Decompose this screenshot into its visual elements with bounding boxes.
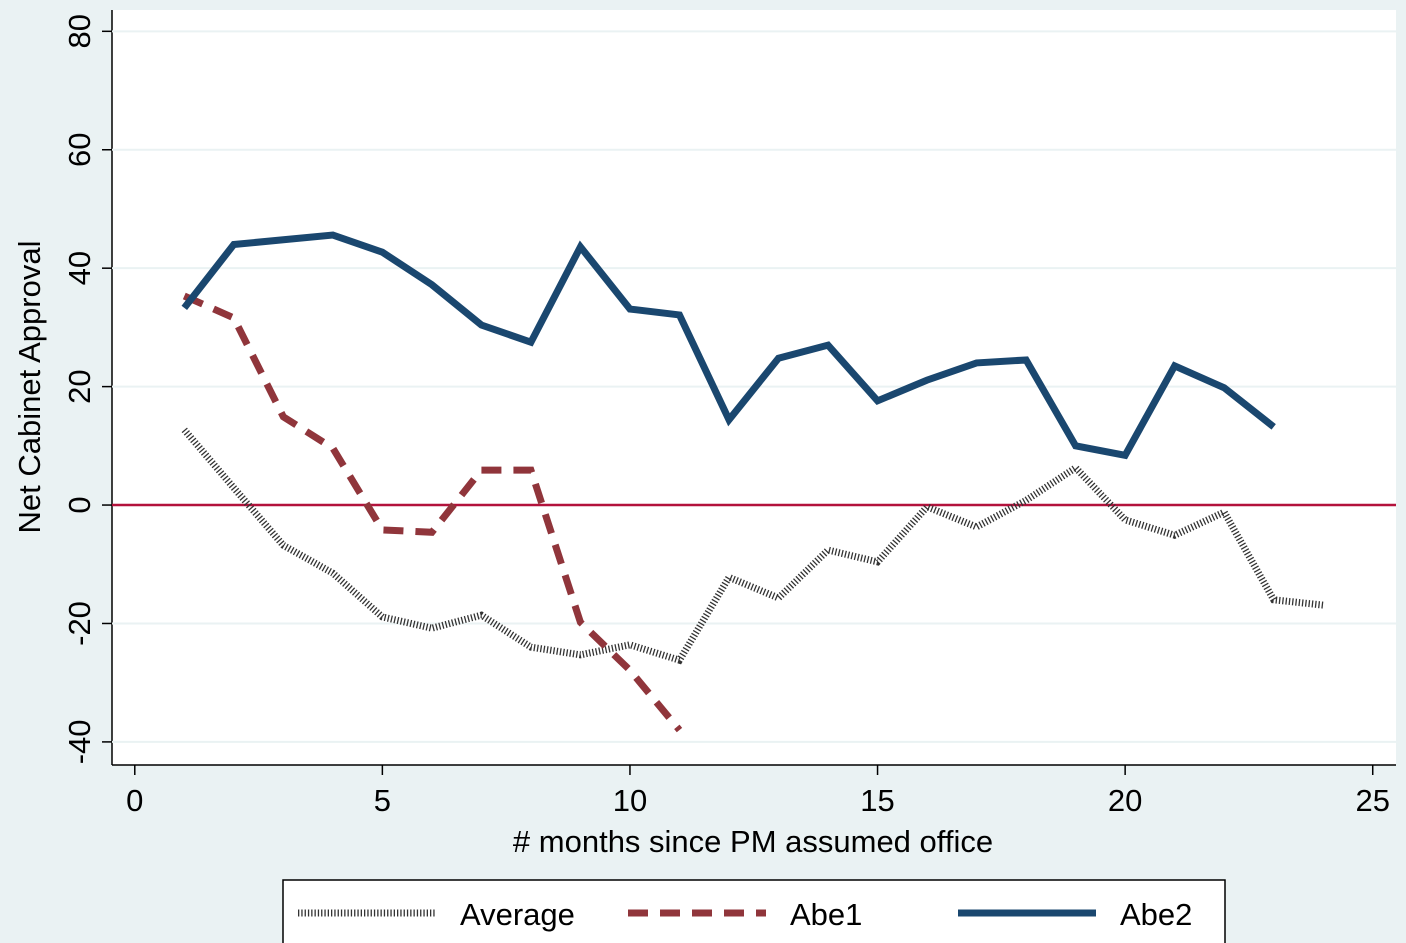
line-series xyxy=(181,427,1324,665)
x-tick-label: 5 xyxy=(374,783,391,818)
legend-label: Abe1 xyxy=(790,897,862,932)
legend-label: Average xyxy=(460,897,575,932)
legend-label: Abe2 xyxy=(1120,897,1192,932)
y-tick-label: 20 xyxy=(62,369,97,403)
y-axis-title: Net Cabinet Approval xyxy=(12,241,47,534)
y-tick-label: -40 xyxy=(62,719,97,764)
x-tick-label: 25 xyxy=(1355,783,1389,818)
y-tick-label: -20 xyxy=(62,601,97,646)
y-tick-label: 80 xyxy=(62,14,97,48)
y-tick-label: 60 xyxy=(62,133,97,167)
line-series xyxy=(182,292,683,733)
x-tick-label: 20 xyxy=(1108,783,1142,818)
x-tick-label: 0 xyxy=(126,783,143,818)
x-tick-label: 10 xyxy=(613,783,647,818)
line-series xyxy=(181,231,1276,460)
x-tick-label: 15 xyxy=(860,783,894,818)
y-tick-label: 40 xyxy=(62,251,97,285)
x-axis-title: # months since PM assumed office xyxy=(513,824,993,859)
y-tick-label: 0 xyxy=(62,496,97,513)
